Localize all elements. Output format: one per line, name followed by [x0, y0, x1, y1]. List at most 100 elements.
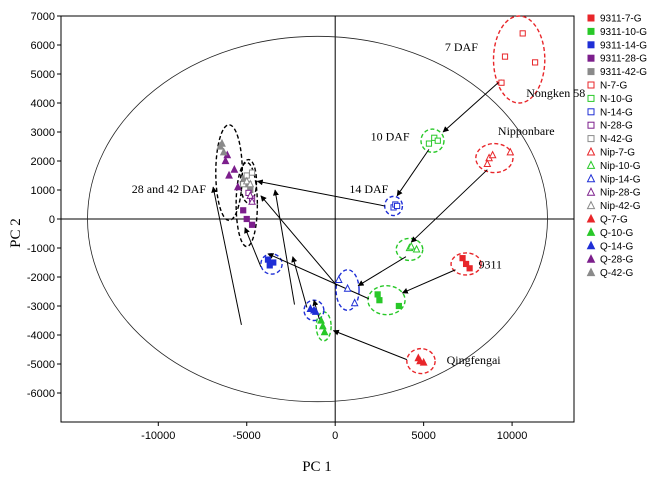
- data-point: [248, 221, 256, 228]
- data-point: [320, 327, 329, 336]
- y-tick-label: -6000: [27, 388, 55, 400]
- y-tick-label: 4000: [31, 98, 55, 110]
- data-point: [586, 200, 596, 210]
- legend-item: Nip-10-G: [586, 160, 641, 172]
- legend-item: N-28-G: [587, 121, 633, 132]
- y-tick-label: 7000: [31, 11, 55, 23]
- group-ellipse: [395, 237, 424, 262]
- annotation-label: 9311: [478, 257, 502, 271]
- group-ellipse: [420, 128, 445, 153]
- legend-item: Q-10-G: [586, 227, 634, 239]
- data-point: [586, 227, 596, 236]
- data-point: [240, 207, 247, 214]
- data-point: [587, 135, 595, 143]
- trajectory-arrow: [291, 256, 308, 308]
- y-tick-label: 2000: [31, 156, 55, 168]
- data-point: [425, 140, 433, 147]
- trajectory-arrow: [442, 79, 502, 133]
- annotation-label: 7 DAF: [445, 40, 478, 54]
- data-point: [374, 291, 381, 298]
- trajectory-arrow: [357, 256, 407, 287]
- legend-item: Q-28-G: [586, 254, 634, 266]
- annotation-label: 10 DAF: [371, 130, 410, 144]
- y-axis-title: PC 2: [8, 218, 24, 248]
- data-point: [230, 164, 239, 173]
- data-point: [248, 169, 256, 176]
- data-point: [587, 14, 595, 22]
- data-point: [587, 108, 595, 116]
- legend-label: Nip-10-G: [600, 161, 641, 172]
- data-point: [531, 59, 539, 66]
- data-point: [317, 315, 325, 324]
- legend-item: 9311-10-G: [587, 27, 647, 38]
- data-point: [586, 146, 596, 156]
- data-point: [459, 255, 466, 262]
- data-point: [587, 94, 595, 102]
- data-point: [225, 170, 233, 179]
- data-point: [334, 275, 343, 283]
- data-point: [350, 298, 359, 307]
- legend-label: 9311-28-G: [600, 54, 647, 65]
- data-point: [586, 173, 596, 183]
- plot-area: -10000 -5000 0 5000 10000-6000-5000-4000-300…: [27, 11, 585, 442]
- data-point: [318, 321, 327, 330]
- y-tick-label: -2000: [27, 272, 55, 284]
- data-point: [343, 283, 352, 292]
- annotation-label: Nipponbare: [498, 124, 555, 138]
- data-point: [219, 147, 228, 156]
- legend-label: N-28-G: [600, 121, 633, 132]
- data-point: [587, 54, 595, 62]
- data-point: [395, 302, 402, 310]
- legend-label: Q-14-G: [600, 241, 634, 252]
- trajectory-arrow: [211, 186, 242, 325]
- data-point: [242, 176, 251, 185]
- legend-item: Nip-14-G: [586, 173, 641, 185]
- annotation-label: Nongken 58: [526, 86, 585, 100]
- legend-label: Nip-42-G: [600, 201, 641, 212]
- y-tick-label: 6000: [31, 40, 55, 52]
- y-tick-label: 5000: [31, 69, 55, 81]
- group-ellipse: [406, 347, 436, 375]
- legend-item: 9311-28-G: [587, 54, 647, 65]
- legend-item: Nip-28-G: [586, 187, 641, 199]
- legend-item: N-7-G: [587, 81, 627, 92]
- data-point: [462, 260, 470, 268]
- x-tick-label: 10000: [497, 430, 528, 442]
- data-point: [498, 79, 505, 86]
- legend-label: Nip-28-G: [600, 188, 641, 199]
- data-point: [246, 191, 255, 199]
- data-point: [376, 297, 383, 304]
- legend-item: Nip-42-G: [586, 200, 641, 212]
- legend-item: Nip-7-G: [586, 146, 635, 159]
- legend-item: Q-42-G: [586, 267, 634, 279]
- trajectory-arrow: [396, 149, 430, 197]
- group-ellipse: [367, 285, 406, 316]
- legend-label: N-42-G: [600, 134, 633, 145]
- trajectory-arrow: [267, 253, 370, 300]
- legend-label: 9311-42-G: [600, 67, 647, 78]
- y-tick-label: 3000: [31, 127, 55, 139]
- x-axis-title: PC 1: [302, 459, 332, 475]
- data-point: [270, 259, 277, 266]
- trajectory-arrow: [260, 195, 338, 287]
- legend-label: Q-42-G: [600, 268, 634, 279]
- legend-label: 9311-7-G: [600, 14, 642, 25]
- data-point: [394, 202, 401, 210]
- legend-label: Q-28-G: [600, 255, 634, 266]
- data-point: [586, 213, 596, 223]
- legend-label: N-14-G: [600, 107, 633, 118]
- data-point: [587, 68, 595, 76]
- annotation-label: 28 and 42 DAF: [132, 182, 207, 196]
- data-point: [519, 30, 526, 37]
- group-ellipse: [450, 252, 482, 276]
- data-point: [233, 182, 242, 191]
- data-point: [488, 150, 497, 159]
- legend: 9311-7-G 9311-10-G 9311-14-G 9311-28-G 9311-…: [586, 14, 647, 279]
- x-tick-label: 5000: [411, 430, 435, 442]
- data-point: [587, 121, 595, 129]
- y-tick-label: 1000: [31, 185, 55, 197]
- annotation-label: 14 DAF: [349, 182, 388, 196]
- legend-label: N-10-G: [600, 94, 633, 105]
- legend-label: 9311-14-G: [600, 40, 647, 51]
